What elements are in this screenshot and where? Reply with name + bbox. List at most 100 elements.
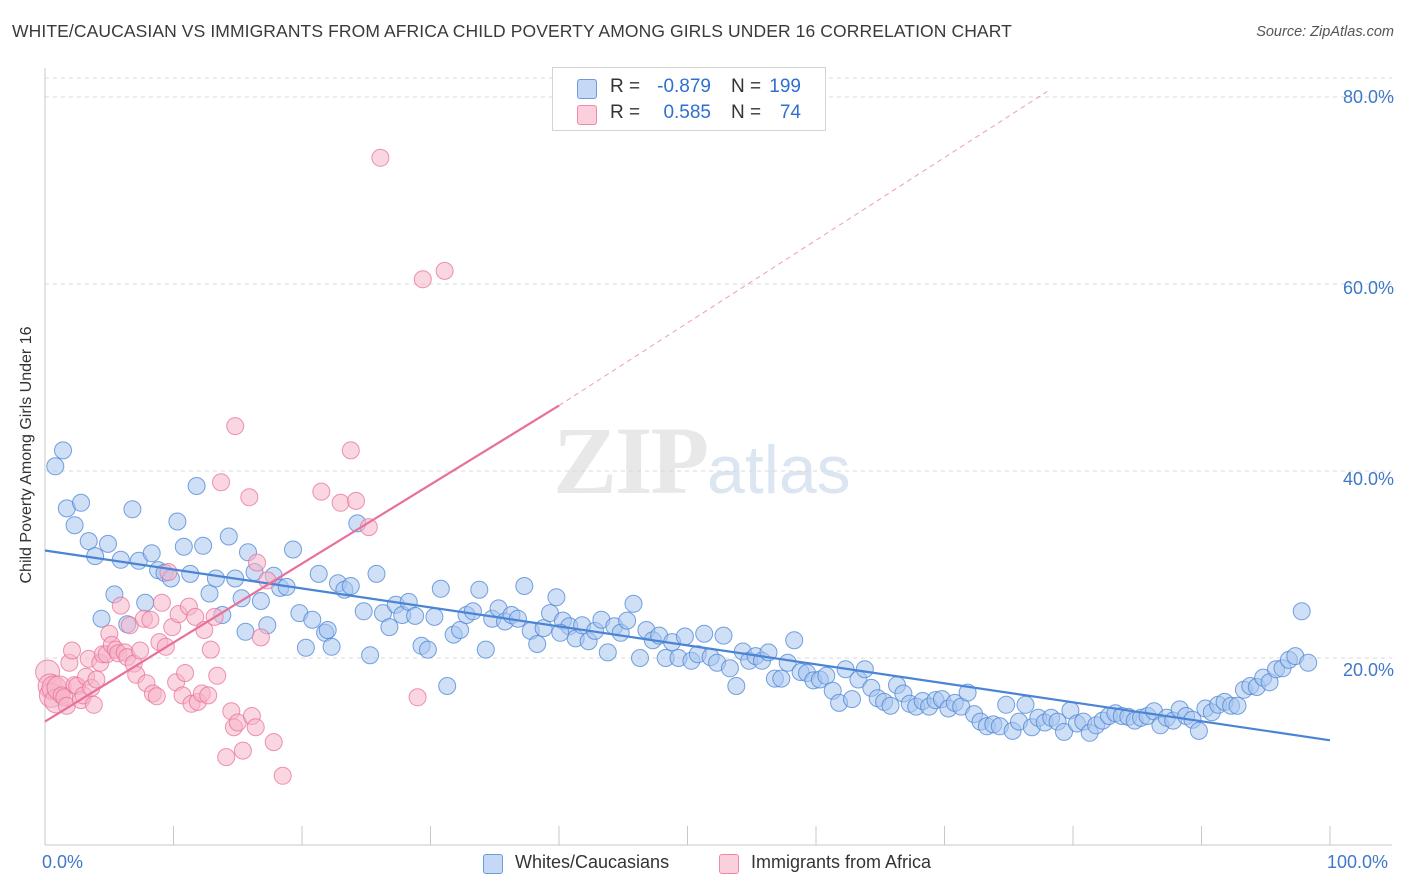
watermark-atlas: atlas bbox=[707, 432, 851, 508]
watermark: ZIPatlas bbox=[553, 405, 851, 516]
data-point bbox=[413, 270, 432, 289]
data-point bbox=[331, 493, 350, 512]
data-point bbox=[367, 564, 386, 583]
data-point bbox=[675, 627, 694, 646]
data-point bbox=[46, 457, 65, 476]
y-tick-label-20: 20.0% bbox=[1342, 660, 1394, 680]
series-whites-points bbox=[46, 441, 1318, 742]
data-point bbox=[303, 610, 322, 629]
data-point bbox=[1299, 653, 1318, 672]
data-point bbox=[347, 491, 365, 510]
y-tick-label-80: 80.0% bbox=[1342, 87, 1394, 107]
data-point bbox=[187, 477, 206, 495]
trend-extension-africa bbox=[558, 90, 1048, 406]
data-point bbox=[92, 609, 111, 628]
legend-n-value: 74 bbox=[779, 102, 801, 123]
data-point bbox=[1055, 722, 1073, 741]
data-point bbox=[881, 696, 900, 715]
data-point bbox=[233, 741, 252, 760]
data-point bbox=[406, 606, 425, 625]
data-point bbox=[309, 564, 328, 583]
data-point bbox=[817, 666, 836, 685]
data-point bbox=[371, 148, 390, 167]
legend-row-whites: R = -0.879 N = 199 bbox=[553, 75, 825, 101]
data-point bbox=[361, 646, 380, 665]
trend-lines bbox=[44, 90, 1331, 742]
data-point bbox=[72, 493, 90, 512]
data-point bbox=[1189, 721, 1208, 740]
data-point bbox=[528, 635, 547, 653]
data-point bbox=[322, 637, 341, 656]
legend-bottom-swatch-whites bbox=[483, 854, 503, 874]
data-point bbox=[199, 686, 218, 705]
data-point bbox=[65, 516, 84, 535]
data-point bbox=[186, 607, 205, 626]
data-point bbox=[1292, 602, 1311, 621]
legend-swatch-whites bbox=[577, 79, 597, 99]
data-point bbox=[123, 500, 142, 519]
data-point bbox=[141, 610, 160, 629]
watermark-zip: ZIP bbox=[553, 407, 709, 514]
data-point bbox=[168, 512, 187, 531]
data-point bbox=[201, 640, 220, 659]
series-africa-points bbox=[35, 148, 454, 785]
data-point bbox=[431, 579, 450, 598]
data-point bbox=[54, 441, 72, 460]
data-point bbox=[312, 482, 331, 501]
x-tick-label-100: 100.0% bbox=[1327, 852, 1389, 872]
data-point bbox=[131, 641, 150, 660]
data-point bbox=[136, 593, 155, 612]
data-point bbox=[174, 537, 193, 556]
legend-item-africa: Immigrants from Africa bbox=[719, 852, 979, 876]
y-tick-label-60: 60.0% bbox=[1342, 278, 1394, 298]
data-point bbox=[1016, 695, 1035, 714]
data-point bbox=[217, 748, 236, 767]
data-point bbox=[79, 532, 98, 551]
data-point bbox=[273, 766, 292, 785]
axes bbox=[44, 68, 1392, 846]
data-point bbox=[551, 623, 570, 642]
data-point bbox=[341, 441, 360, 460]
data-point bbox=[380, 618, 399, 637]
legend-r-value: 0.585 bbox=[663, 102, 711, 123]
data-point bbox=[418, 640, 437, 659]
data-point bbox=[200, 584, 219, 603]
data-point bbox=[240, 488, 259, 507]
data-point bbox=[438, 677, 457, 695]
data-point bbox=[470, 580, 489, 599]
legend-bottom-swatch-africa bbox=[719, 854, 739, 874]
data-point bbox=[720, 659, 739, 678]
data-point bbox=[99, 534, 117, 553]
data-point bbox=[284, 540, 302, 559]
data-point bbox=[246, 718, 265, 737]
legend-n-label: N = bbox=[731, 76, 762, 97]
data-point bbox=[194, 536, 213, 555]
data-point bbox=[87, 670, 106, 689]
data-point bbox=[63, 641, 81, 660]
x-tick-label-0: 0.0% bbox=[42, 852, 84, 872]
data-point bbox=[1228, 696, 1247, 715]
data-point bbox=[695, 624, 714, 643]
data-point bbox=[248, 553, 266, 572]
data-point bbox=[463, 602, 482, 621]
data-point bbox=[226, 417, 245, 436]
data-point bbox=[296, 638, 315, 657]
data-point bbox=[843, 690, 861, 709]
legend-row-africa: R = 0.585 N = 74 bbox=[553, 101, 825, 127]
data-point bbox=[251, 628, 270, 647]
data-point bbox=[476, 640, 495, 659]
data-point bbox=[855, 660, 874, 679]
legend-r-label: R = bbox=[610, 76, 641, 97]
legend-swatch-africa bbox=[577, 105, 597, 125]
correlation-legend: R = -0.879 N = 199 R = 0.585 N = 74 bbox=[552, 67, 826, 131]
chart-source: Source: ZipAtlas.com bbox=[1256, 24, 1394, 40]
data-point bbox=[515, 577, 534, 595]
data-point bbox=[354, 602, 373, 621]
data-point bbox=[219, 527, 238, 546]
data-point bbox=[598, 643, 617, 662]
data-point bbox=[785, 631, 804, 650]
data-point bbox=[727, 677, 746, 695]
data-point bbox=[624, 594, 643, 613]
data-point bbox=[631, 649, 649, 667]
